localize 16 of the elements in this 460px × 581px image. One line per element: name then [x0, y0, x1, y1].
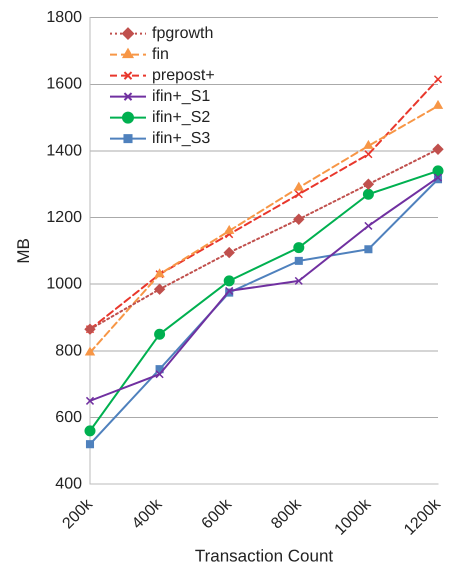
y-tick-label: 1200 — [46, 208, 82, 226]
legend-label: ifin+_S1 — [152, 88, 210, 106]
x-axis-title: Transaction Count — [194, 546, 334, 566]
legend-label: ifin+_S3 — [152, 130, 210, 148]
y-tick-label: 1400 — [46, 142, 82, 160]
y-tick-label: 600 — [55, 408, 82, 426]
y-axis-title: MB — [14, 238, 33, 264]
y-tick-label: 1600 — [46, 76, 82, 93]
y-tick-label: 1800 — [46, 9, 82, 26]
y-tick-label: 1000 — [46, 276, 82, 293]
legend-label: ifin+_S2 — [152, 109, 210, 126]
y-tick-label: 400 — [55, 476, 82, 493]
legend-label: fpgrowth — [152, 25, 214, 42]
legend-label: prepost+ — [152, 67, 215, 84]
legend-label: fin — [152, 46, 169, 64]
y-tick-label: 800 — [55, 342, 82, 360]
